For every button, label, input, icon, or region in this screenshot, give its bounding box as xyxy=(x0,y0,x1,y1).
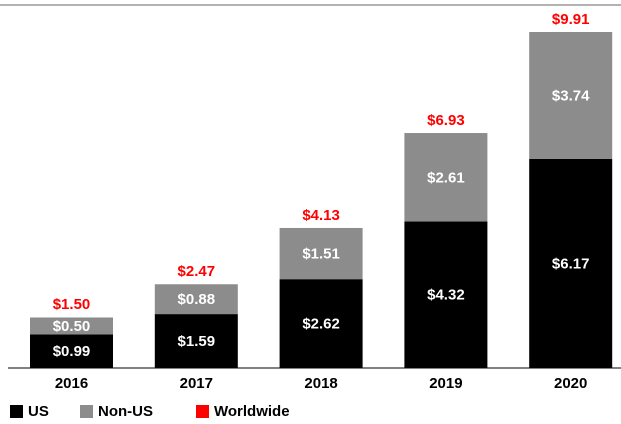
bar-segment xyxy=(154,314,238,368)
bar-segment xyxy=(279,227,363,280)
legend-swatch xyxy=(80,405,93,418)
legend-swatch xyxy=(196,405,209,418)
legend-label: Worldwide xyxy=(214,403,290,420)
value-label: $2.62 xyxy=(302,316,340,333)
bar-segment xyxy=(404,133,488,222)
value-label: $1.51 xyxy=(302,246,340,263)
value-label: $6.17 xyxy=(552,255,590,272)
bar-segment xyxy=(279,279,363,368)
total-label: $4.13 xyxy=(302,207,340,224)
total-label: $1.50 xyxy=(53,296,91,313)
value-label: $3.74 xyxy=(552,87,590,104)
legend-label: Non-US xyxy=(98,403,153,420)
bar-segment xyxy=(30,334,113,368)
bar-segment xyxy=(529,32,613,159)
x-tick-label: 2020 xyxy=(554,375,587,392)
value-label: $4.32 xyxy=(427,287,465,304)
x-tick-label: 2017 xyxy=(180,375,213,392)
value-label: $1.59 xyxy=(178,333,216,350)
bar-segment xyxy=(30,317,113,335)
value-label: $0.50 xyxy=(53,318,91,335)
bar-segment xyxy=(529,158,613,368)
legend-swatch xyxy=(10,405,23,418)
total-label: $6.93 xyxy=(427,112,465,129)
value-label: $2.61 xyxy=(427,169,465,186)
x-tick-label: 2016 xyxy=(55,375,88,392)
x-tick-label: 2019 xyxy=(429,375,462,392)
value-label: $0.88 xyxy=(178,291,216,308)
total-label: $9.91 xyxy=(552,11,590,28)
bar-segment xyxy=(404,221,488,368)
value-label: $0.99 xyxy=(53,343,91,360)
legend-label: US xyxy=(28,403,49,420)
x-tick-label: 2018 xyxy=(304,375,337,392)
total-label: $2.47 xyxy=(178,263,216,280)
bar-segment xyxy=(154,284,238,315)
